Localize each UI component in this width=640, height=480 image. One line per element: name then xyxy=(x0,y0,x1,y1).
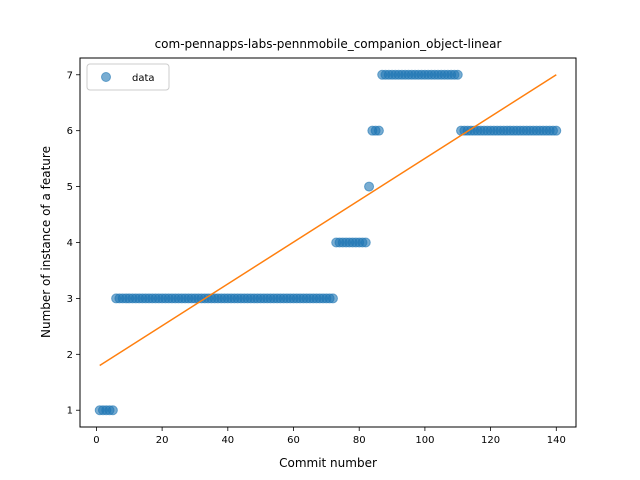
data-point xyxy=(364,181,375,192)
legend-label-data: data xyxy=(132,73,155,84)
x-tick-label: 40 xyxy=(221,435,234,446)
data-point xyxy=(373,125,384,136)
legend: data xyxy=(86,63,170,91)
data-point xyxy=(327,293,338,304)
y-tick-label: 5 xyxy=(67,182,73,193)
y-tick-label: 4 xyxy=(67,238,73,249)
x-tick-label: 80 xyxy=(353,435,366,446)
axes-frame xyxy=(79,57,577,428)
y-tick-label: 3 xyxy=(67,294,73,305)
y-tick-label: 6 xyxy=(67,126,73,137)
y-axis-label: Number of instance of a feature xyxy=(39,146,53,338)
data-point xyxy=(107,405,118,416)
plot-area xyxy=(94,69,562,416)
series-data xyxy=(94,69,562,416)
x-tick-label: 60 xyxy=(287,435,300,446)
x-tick-label: 20 xyxy=(156,435,169,446)
x-tick-label: 120 xyxy=(481,435,500,446)
fit-line xyxy=(99,74,557,367)
axis-ticks: 0 20 40 60 80 100 120 140 1 2 3 4 5 6 7 xyxy=(67,70,566,446)
data-point xyxy=(452,69,463,80)
legend-marker-data xyxy=(101,72,111,82)
y-tick-label: 7 xyxy=(67,70,73,81)
x-tick-label: 140 xyxy=(547,435,566,446)
y-tick-label: 1 xyxy=(67,406,73,417)
x-tick-label: 100 xyxy=(415,435,434,446)
x-tick-label: 0 xyxy=(93,435,99,446)
legend-box xyxy=(86,63,170,91)
chart-title: com-pennapps-labs-pennmobile_companion_o… xyxy=(155,37,502,51)
data-point xyxy=(360,237,371,248)
y-tick-label: 2 xyxy=(67,350,73,361)
x-axis-label: Commit number xyxy=(279,456,377,470)
data-point xyxy=(551,125,562,136)
